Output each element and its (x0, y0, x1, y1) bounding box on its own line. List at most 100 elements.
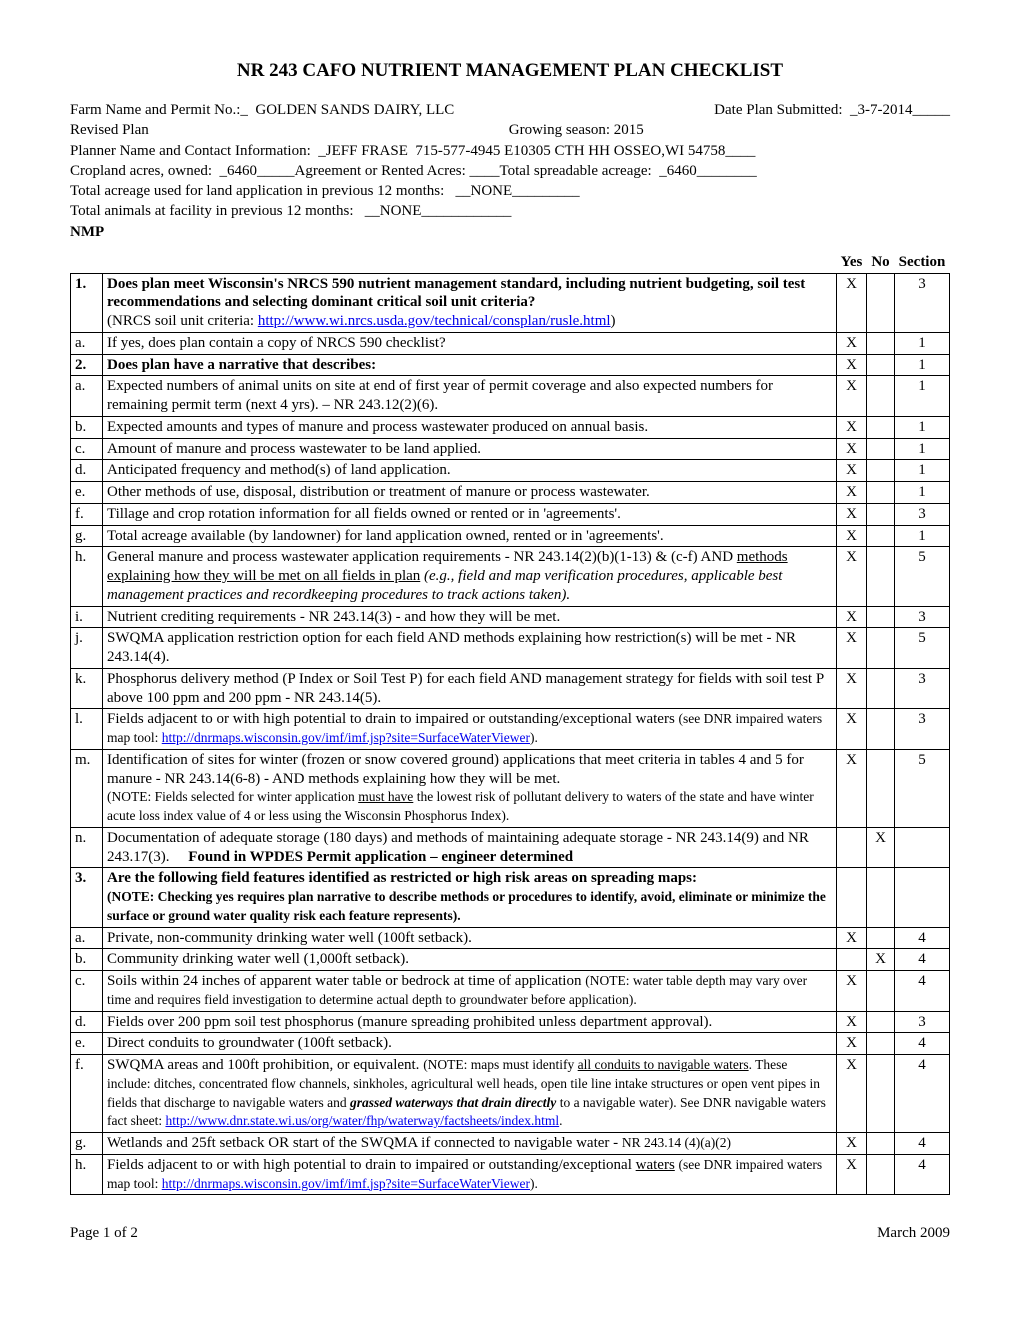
checklist-table: Yes No Section 1.Does plan meet Wisconsi… (70, 252, 950, 1196)
row-yes: X (837, 1154, 867, 1195)
row-no (867, 868, 895, 927)
row-section: 5 (895, 749, 950, 827)
row-index: 1. (71, 273, 103, 332)
row-index: a. (71, 376, 103, 417)
table-row: a.If yes, does plan contain a copy of NR… (71, 332, 950, 354)
row-description: Are the following field features identif… (103, 868, 837, 927)
table-row: 1.Does plan meet Wisconsin's NRCS 590 nu… (71, 273, 950, 332)
header-block: Farm Name and Permit No.:_ GOLDEN SANDS … (70, 100, 950, 242)
row-yes: X (837, 709, 867, 750)
row-index: e. (71, 482, 103, 504)
row-section: 1 (895, 438, 950, 460)
row-section: 3 (895, 1011, 950, 1033)
table-row: b.Community drinking water well (1,000ft… (71, 949, 950, 971)
table-row: j.SWQMA application restriction option f… (71, 628, 950, 669)
row-description: Fields adjacent to or with high potentia… (103, 1154, 837, 1195)
page-title: NR 243 CAFO NUTRIENT MANAGEMENT PLAN CHE… (70, 60, 950, 82)
row-section: 3 (895, 273, 950, 332)
farm-label: Farm Name and Permit No.:_ (70, 100, 255, 120)
row-yes: X (837, 971, 867, 1012)
row-section: 4 (895, 949, 950, 971)
row-index: k. (71, 668, 103, 709)
row-description: Documentation of adequate storage (180 d… (103, 827, 837, 868)
footer-right: March 2009 (877, 1225, 950, 1242)
row-no: X (867, 827, 895, 868)
agreement-label: Agreement or Rented Acres: ____ (295, 161, 500, 181)
row-description: Amount of manure and process wastewater … (103, 438, 837, 460)
row-no (867, 416, 895, 438)
row-index: h. (71, 547, 103, 606)
row-no (867, 376, 895, 417)
row-no (867, 628, 895, 669)
table-row: g.Total acreage available (by landowner)… (71, 525, 950, 547)
row-description: Phosphorus delivery method (P Index or S… (103, 668, 837, 709)
farm-value: GOLDEN SANDS DAIRY, LLC (255, 100, 454, 120)
row-description: Total acreage available (by landowner) f… (103, 525, 837, 547)
row-description: Does plan meet Wisconsin's NRCS 590 nutr… (103, 273, 837, 332)
revised-label: Revised Plan (70, 120, 149, 140)
row-description: Direct conduits to groundwater (100ft se… (103, 1033, 837, 1055)
row-index: n. (71, 827, 103, 868)
row-yes (837, 868, 867, 927)
spread-label: Total spreadable acreage: (500, 161, 660, 181)
row-index: j. (71, 628, 103, 669)
row-description: Soils within 24 inches of apparent water… (103, 971, 837, 1012)
table-row: b.Expected amounts and types of manure a… (71, 416, 950, 438)
table-row: h.General manure and process wastewater … (71, 547, 950, 606)
row-no (867, 1154, 895, 1195)
row-no (867, 927, 895, 949)
table-row: d.Fields over 200 ppm soil test phosphor… (71, 1011, 950, 1033)
row-index: f. (71, 503, 103, 525)
row-section: 3 (895, 606, 950, 628)
date-label: Date Plan Submitted: (714, 100, 850, 120)
table-row: a.Expected numbers of animal units on si… (71, 376, 950, 417)
row-yes: X (837, 1033, 867, 1055)
table-row: c.Soils within 24 inches of apparent wat… (71, 971, 950, 1012)
row-description: Does plan have a narrative that describe… (103, 354, 837, 376)
row-no (867, 709, 895, 750)
row-section: 4 (895, 971, 950, 1012)
total-acreage-label: Total acreage used for land application … (70, 181, 456, 201)
row-section: 3 (895, 668, 950, 709)
table-row: g.Wetlands and 25ft setback OR start of … (71, 1133, 950, 1155)
row-index: b. (71, 949, 103, 971)
row-index: a. (71, 927, 103, 949)
row-description: Expected numbers of animal units on site… (103, 376, 837, 417)
row-yes: X (837, 749, 867, 827)
row-no: X (867, 949, 895, 971)
table-row: i.Nutrient crediting requirements - NR 2… (71, 606, 950, 628)
row-description: Anticipated frequency and method(s) of l… (103, 460, 837, 482)
row-yes: X (837, 1055, 867, 1133)
row-yes: X (837, 606, 867, 628)
row-yes: X (837, 668, 867, 709)
table-row: e.Other methods of use, disposal, distri… (71, 482, 950, 504)
row-no (867, 273, 895, 332)
row-section: 5 (895, 628, 950, 669)
row-yes: X (837, 438, 867, 460)
row-yes: X (837, 927, 867, 949)
table-header-row: Yes No Section (71, 252, 950, 273)
row-no (867, 332, 895, 354)
table-row: f.SWQMA areas and 100ft prohibition, or … (71, 1055, 950, 1133)
total-animals-value: __NONE____________ (365, 201, 512, 221)
row-yes: X (837, 332, 867, 354)
table-row: 2.Does plan have a narrative that descri… (71, 354, 950, 376)
row-index: g. (71, 525, 103, 547)
row-section: 1 (895, 354, 950, 376)
row-yes: X (837, 416, 867, 438)
row-no (867, 606, 895, 628)
row-section (895, 827, 950, 868)
row-no (867, 460, 895, 482)
row-no (867, 1011, 895, 1033)
table-row: m.Identification of sites for winter (fr… (71, 749, 950, 827)
row-section: 4 (895, 1055, 950, 1133)
planner-value: _JEFF FRASE 715-577-4945 E10305 CTH HH O… (318, 141, 755, 161)
row-description: Tillage and crop rotation information fo… (103, 503, 837, 525)
row-description: Private, non-community drinking water we… (103, 927, 837, 949)
table-row: a.Private, non-community drinking water … (71, 927, 950, 949)
row-index: m. (71, 749, 103, 827)
row-description: SWQMA application restriction option for… (103, 628, 837, 669)
row-section: 4 (895, 1133, 950, 1155)
spread-value: _6460________ (659, 161, 757, 181)
row-index: a. (71, 332, 103, 354)
